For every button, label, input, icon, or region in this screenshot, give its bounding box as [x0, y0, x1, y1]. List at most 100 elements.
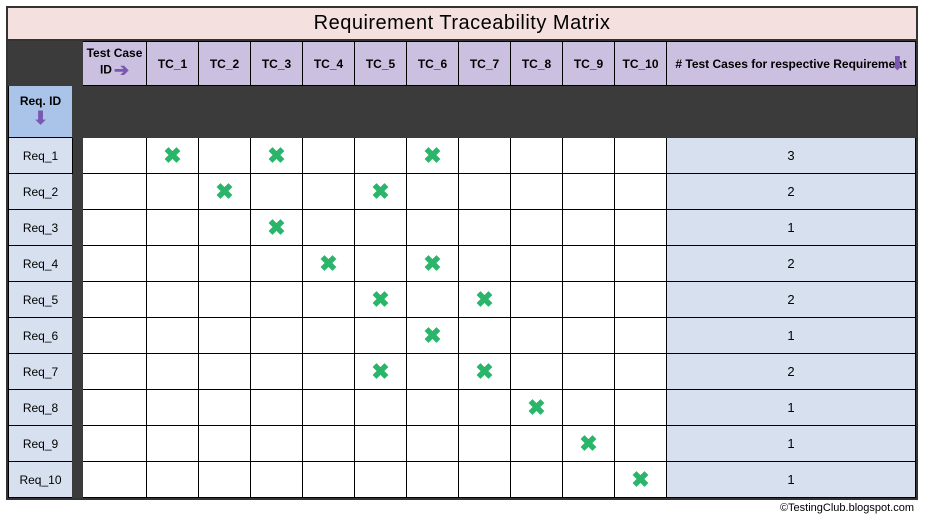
tc-header-9: TC_9 [563, 42, 615, 86]
cell-r8-c4 [303, 390, 355, 426]
cell-r1-c10 [615, 138, 667, 174]
cell-r9-c3 [251, 426, 303, 462]
cell-r5-c6 [407, 282, 459, 318]
cell-r2-c1 [147, 174, 199, 210]
cell-r3-c6 [407, 210, 459, 246]
cell-r10-c4 [303, 462, 355, 498]
check-icon: ✖ [423, 323, 441, 348]
cell-r5-c2 [199, 282, 251, 318]
cell-r2-c5: ✖ [355, 174, 407, 210]
grid-lead-8 [83, 390, 147, 426]
check-icon: ✖ [423, 251, 441, 276]
cell-r6-c4 [303, 318, 355, 354]
req-label-4: Req_4 [9, 246, 73, 282]
count-10: 1 [667, 462, 916, 498]
cell-r4-c1 [147, 246, 199, 282]
check-icon: ✖ [163, 143, 181, 168]
check-icon: ✖ [475, 287, 493, 312]
test-case-id-header: Test Case ID➔ [83, 42, 147, 86]
cell-r9-c7 [459, 426, 511, 462]
cell-r8-c9 [563, 390, 615, 426]
count-1: 3 [667, 138, 916, 174]
count-8: 1 [667, 390, 916, 426]
req-label-8: Req_8 [9, 390, 73, 426]
cell-r6-c1 [147, 318, 199, 354]
count-2: 2 [667, 174, 916, 210]
cell-r7-c10 [615, 354, 667, 390]
count-7: 2 [667, 354, 916, 390]
cell-r5-c1 [147, 282, 199, 318]
cell-r2-c2: ✖ [199, 174, 251, 210]
req-label-2: Req_2 [9, 174, 73, 210]
check-icon: ✖ [527, 395, 545, 420]
cell-r3-c4 [303, 210, 355, 246]
cell-r2-c4 [303, 174, 355, 210]
cell-r4-c8 [511, 246, 563, 282]
cell-r4-c7 [459, 246, 511, 282]
cell-r6-c5 [355, 318, 407, 354]
cell-r2-c7 [459, 174, 511, 210]
cell-r6-c7 [459, 318, 511, 354]
cell-r1-c1: ✖ [147, 138, 199, 174]
cell-r6-c9 [563, 318, 615, 354]
req-label-6: Req_6 [9, 318, 73, 354]
footer-credit: ©TestingClub.blogspot.com [6, 500, 920, 514]
check-icon: ✖ [319, 251, 337, 276]
cell-r6-c8 [511, 318, 563, 354]
cell-r1-c5 [355, 138, 407, 174]
count-6: 1 [667, 318, 916, 354]
cell-r7-c1 [147, 354, 199, 390]
count-3: 1 [667, 210, 916, 246]
cell-r9-c9: ✖ [563, 426, 615, 462]
cell-r3-c2 [199, 210, 251, 246]
cell-r3-c3: ✖ [251, 210, 303, 246]
cell-r3-c7 [459, 210, 511, 246]
cell-r9-c5 [355, 426, 407, 462]
cell-r1-c3: ✖ [251, 138, 303, 174]
cell-r8-c2 [199, 390, 251, 426]
cell-r4-c5 [355, 246, 407, 282]
corner-top-left [9, 42, 73, 86]
cell-r2-c10 [615, 174, 667, 210]
cell-r4-c4: ✖ [303, 246, 355, 282]
cell-r6-c6: ✖ [407, 318, 459, 354]
cell-r4-c9 [563, 246, 615, 282]
arrow-down-icon: ⬇ [33, 108, 48, 129]
cell-r9-c1 [147, 426, 199, 462]
grid-lead-6 [83, 318, 147, 354]
cell-r2-c3 [251, 174, 303, 210]
tc-header-10: TC_10 [615, 42, 667, 86]
check-icon: ✖ [371, 179, 389, 204]
cell-r10-c5 [355, 462, 407, 498]
cell-r1-c2 [199, 138, 251, 174]
cell-r7-c9 [563, 354, 615, 390]
cell-r1-c9 [563, 138, 615, 174]
req-label-10: Req_10 [9, 462, 73, 498]
count-4: 2 [667, 246, 916, 282]
check-icon: ✖ [267, 143, 285, 168]
cell-r2-c8 [511, 174, 563, 210]
tc-header-4: TC_4 [303, 42, 355, 86]
cell-r7-c2 [199, 354, 251, 390]
grid-lead-1 [83, 138, 147, 174]
cell-r4-c10 [615, 246, 667, 282]
cell-r8-c1 [147, 390, 199, 426]
check-icon: ✖ [579, 431, 597, 456]
cell-r8-c6 [407, 390, 459, 426]
grid-lead-10 [83, 462, 147, 498]
req-label-1: Req_1 [9, 138, 73, 174]
grid-lead-5 [83, 282, 147, 318]
cell-r5-c5: ✖ [355, 282, 407, 318]
cell-r5-c9 [563, 282, 615, 318]
cell-r2-c9 [563, 174, 615, 210]
tc-header-7: TC_7 [459, 42, 511, 86]
cell-r2-c6 [407, 174, 459, 210]
req-label-9: Req_9 [9, 426, 73, 462]
cell-r10-c1 [147, 462, 199, 498]
cell-r8-c5 [355, 390, 407, 426]
cell-r3-c1 [147, 210, 199, 246]
cell-r4-c2 [199, 246, 251, 282]
cell-r5-c7: ✖ [459, 282, 511, 318]
check-icon: ✖ [215, 179, 233, 204]
spacer-top [73, 42, 83, 138]
